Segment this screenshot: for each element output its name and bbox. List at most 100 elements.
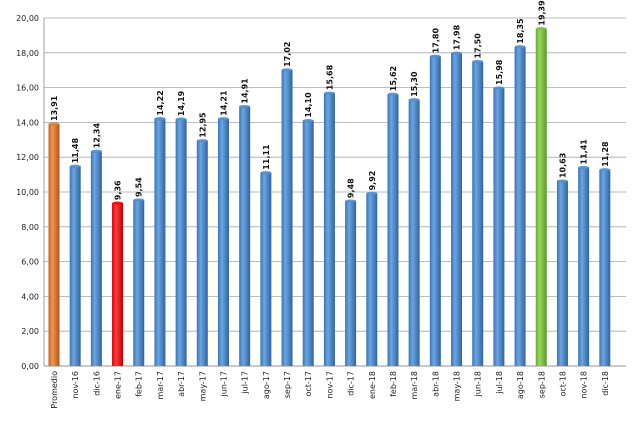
bar-feb-18 (387, 94, 399, 366)
bar-nov-18 (578, 167, 590, 366)
bar-cap (578, 165, 590, 170)
data-label: 17,50 (474, 33, 483, 59)
x-tick-label: abr-18 (431, 371, 440, 397)
data-label: 10,63 (558, 153, 567, 178)
y-tick-label: 4,00 (21, 292, 39, 301)
x-tick-label: jul-18 (495, 371, 504, 395)
bar-sep-17 (281, 69, 293, 367)
y-tick-label: 12,00 (16, 153, 39, 162)
data-label: 13,91 (50, 95, 59, 121)
data-label: 14,19 (177, 90, 186, 116)
bar-cap (302, 119, 314, 123)
x-tick-label: dic-16 (92, 371, 101, 396)
bar-may-18 (451, 53, 463, 366)
x-tick-label: oct-18 (558, 371, 567, 397)
data-label: 15,62 (389, 66, 398, 91)
bar-oct-17 (302, 120, 314, 366)
bar-cap (112, 201, 124, 205)
x-tick-label: nov-18 (580, 371, 589, 399)
data-label: 15,30 (410, 71, 419, 97)
x-tick-label: may-17 (198, 371, 207, 401)
bar-cap (133, 198, 145, 202)
data-label: 12,95 (198, 112, 207, 138)
bar-cap (451, 51, 463, 55)
bar-cap (154, 116, 166, 121)
bar-cap (90, 149, 102, 153)
x-tick-label: jun-18 (474, 371, 483, 397)
data-label: 18,35 (516, 18, 525, 44)
bar-cap (366, 191, 378, 195)
bar-nov-16 (69, 166, 81, 366)
bar-cap (196, 139, 208, 143)
data-label: 14,10 (304, 92, 313, 118)
bar-sep-18 (535, 28, 547, 366)
bar-abr-18 (429, 56, 441, 366)
x-tick-label: sep-17 (283, 371, 292, 398)
bar-mar-18 (408, 99, 420, 366)
x-tick-label: dic-17 (347, 371, 356, 396)
x-tick-label: feb-18 (389, 371, 398, 397)
data-label: 9,92 (368, 171, 377, 191)
data-label: 17,98 (453, 24, 462, 50)
x-tick-label: Promedio (50, 371, 59, 409)
bar-Promedio (48, 123, 60, 366)
x-tick-label: ene-17 (114, 371, 123, 399)
y-tick-label: 16,00 (16, 84, 39, 93)
bar-jun-17 (217, 118, 229, 366)
bar-cap (535, 27, 547, 31)
bar-cap (514, 45, 526, 49)
bar-jun-18 (472, 61, 484, 366)
bar-mar-17 (154, 118, 166, 367)
bar-cap (323, 91, 335, 95)
data-label: 11,41 (580, 139, 589, 165)
data-label: 11,11 (262, 144, 271, 170)
bar-cap (345, 199, 357, 203)
data-label: 11,28 (601, 141, 610, 167)
x-tick-label: nov-17 (325, 371, 334, 399)
x-tick-label: jun-17 (219, 371, 228, 397)
bar-jul-18 (493, 87, 505, 366)
bar-dic-18 (599, 169, 611, 366)
y-tick-label: 18,00 (16, 49, 39, 58)
data-label: 14,91 (241, 78, 250, 104)
x-tick-label: abr-17 (177, 371, 186, 397)
x-tick-label: mar-17 (156, 371, 165, 400)
data-label: 15,98 (495, 59, 504, 85)
bar-cap (239, 104, 251, 109)
bar-cap (281, 68, 293, 72)
x-tick-label: may-18 (453, 371, 462, 401)
bar-jul-17 (239, 106, 251, 366)
bar-nov-17 (323, 93, 335, 366)
bar-cap (408, 98, 420, 102)
x-tick-label: ago-18 (516, 371, 525, 399)
bar-cap (387, 92, 399, 96)
data-labels: 13,91 11,48 12,34 9,36 9,54 14,22 14,19 12,95 14… (50, 0, 610, 200)
bar-dic-17 (345, 201, 357, 366)
bar-cap (472, 59, 484, 64)
bar-ago-18 (514, 46, 526, 367)
data-label: 17,02 (283, 42, 292, 67)
bar-cap (69, 164, 81, 168)
x-tick-label: ene-18 (368, 371, 377, 399)
data-label: 9,36 (114, 180, 123, 200)
data-label: 9,48 (347, 178, 356, 198)
x-tick-label: ago-17 (262, 371, 271, 399)
bar-cap (48, 122, 60, 126)
y-tick-label: 8,00 (21, 223, 39, 232)
bar-ago-17 (260, 172, 272, 366)
bar-cap (599, 168, 611, 172)
x-axis-category-labels: Promedio nov-16 dic-16 ene-17 feb-17 mar-17 ab… (50, 371, 610, 409)
data-label: 14,21 (219, 90, 228, 116)
y-tick-label: 20,00 (16, 14, 39, 23)
x-tick-label: dic-18 (601, 371, 610, 396)
bar-cap (556, 179, 568, 183)
y-tick-label: 0,00 (21, 362, 39, 371)
y-tick-label: 14,00 (16, 118, 39, 127)
data-label: 9,54 (135, 177, 144, 197)
bar-ene-17 (112, 203, 124, 366)
x-tick-label: feb-17 (135, 371, 144, 397)
bar-dic-16 (90, 151, 102, 366)
x-tick-label: mar-18 (410, 371, 419, 400)
data-label: 17,80 (431, 28, 440, 54)
